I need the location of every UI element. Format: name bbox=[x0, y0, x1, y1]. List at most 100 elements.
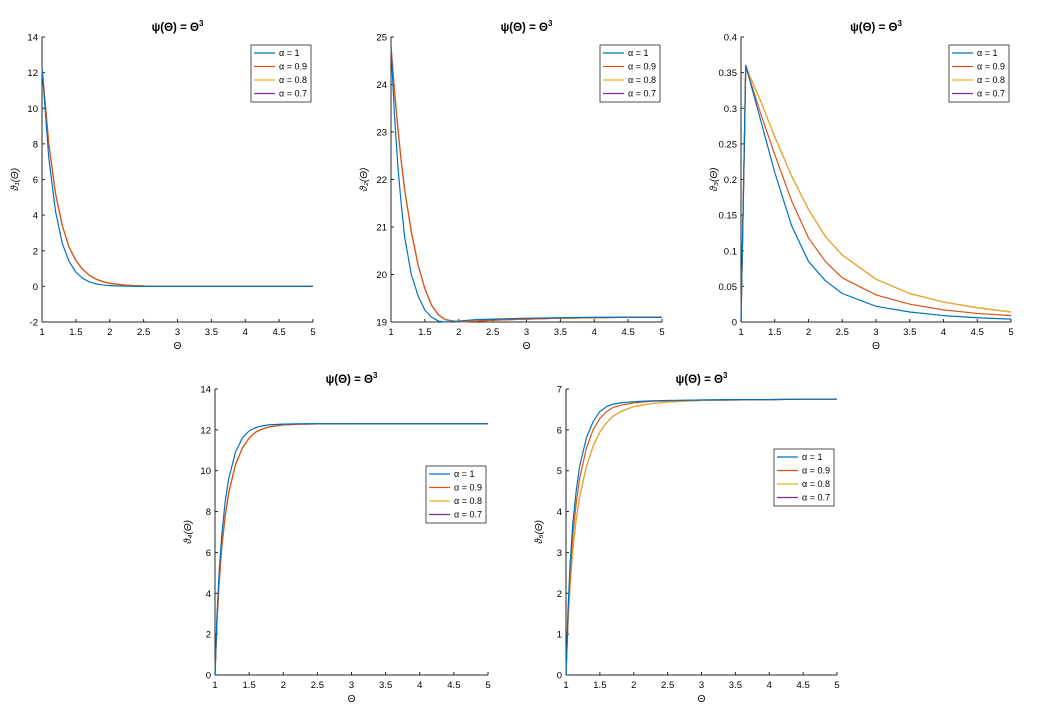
x-tick-label: 2 bbox=[631, 680, 636, 691]
legend-box bbox=[425, 465, 487, 524]
series-line-4 bbox=[214, 423, 488, 676]
x-tick-label: 3 bbox=[175, 327, 180, 338]
legend-label: α = 0.7 bbox=[279, 89, 307, 99]
y-tick-label: 3 bbox=[557, 548, 562, 559]
x-tick-label: 2 bbox=[806, 327, 811, 338]
x-tick-label: 5 bbox=[485, 680, 490, 691]
series-line-1 bbox=[565, 398, 837, 676]
x-axis-label: Θ bbox=[348, 694, 356, 705]
legend-label: α = 0.7 bbox=[802, 493, 830, 503]
legend-label: α = 0.9 bbox=[802, 466, 830, 476]
legend-box bbox=[599, 44, 661, 103]
chart-title-main: ψ(Θ) = Θ bbox=[676, 374, 723, 386]
y-tick-label: 24 bbox=[376, 80, 387, 91]
chart-title: ψ(Θ) = Θ3 bbox=[676, 371, 728, 386]
y-axis-label: ϑ₃(Θ) bbox=[709, 168, 720, 192]
chart-panel-3: 1 1.5 2 2.5 3 3.5 4 4.5 5 0 0.05 0.1 0.15 0.2 0.25 0.3 0… bbox=[709, 19, 1014, 352]
y-tick-label: 0 bbox=[732, 318, 737, 329]
y-tick-label: -2 bbox=[30, 318, 38, 329]
legend-label: α = 1 bbox=[454, 469, 474, 479]
y-tick-label: 8 bbox=[206, 507, 211, 518]
y-axis-label: ϑ₁(Θ) bbox=[10, 168, 21, 191]
y-tick-label: 8 bbox=[33, 139, 38, 150]
chart-title-exponent: 3 bbox=[373, 371, 378, 380]
x-axis-label: Θ bbox=[174, 341, 182, 352]
x-tick-label: 2 bbox=[456, 327, 461, 338]
x-tick-label: 4.5 bbox=[447, 680, 460, 691]
chart-title-exponent: 3 bbox=[723, 371, 728, 380]
y-tick-label: 2 bbox=[33, 246, 38, 257]
x-tick-label: 1 bbox=[39, 327, 44, 338]
x-tick-label: 2.5 bbox=[836, 327, 849, 338]
y-axis-label: ϑ₅(Θ) bbox=[534, 520, 545, 544]
y-tick-label: 5 bbox=[557, 466, 562, 477]
y-tick-label: 4 bbox=[206, 589, 211, 600]
x-tick-label: 2 bbox=[107, 327, 112, 338]
y-tick-label: 0.25 bbox=[719, 139, 738, 150]
chart-title-main: ψ(Θ) = Θ bbox=[501, 22, 548, 34]
x-tick-label: 4.5 bbox=[971, 327, 984, 338]
x-tick-label: 1 bbox=[212, 680, 217, 691]
y-tick-label: 4 bbox=[33, 211, 38, 222]
y-tick-label: 14 bbox=[27, 33, 38, 44]
chart-title-main: ψ(Θ) = Θ bbox=[850, 22, 897, 34]
series-line-1 bbox=[740, 64, 1012, 323]
x-tick-label: 4 bbox=[941, 327, 946, 338]
series-line-2 bbox=[565, 398, 837, 676]
x-tick-label: 3 bbox=[873, 327, 878, 338]
x-tick-label: 3 bbox=[699, 680, 704, 691]
chart-title: ψ(Θ) = Θ3 bbox=[850, 19, 902, 34]
legend-label: α = 0.8 bbox=[802, 479, 830, 489]
legend-label: α = 1 bbox=[977, 48, 997, 58]
y-tick-label: 7 bbox=[557, 385, 562, 396]
chart-title-main: ψ(Θ) = Θ bbox=[152, 22, 199, 34]
x-tick-label: 5 bbox=[1008, 327, 1013, 338]
y-tick-label: 6 bbox=[33, 175, 38, 186]
y-tick-label: 25 bbox=[376, 33, 387, 44]
legend-label: α = 0.8 bbox=[454, 496, 482, 506]
legend-label: α = 0.7 bbox=[454, 510, 482, 520]
legend-label: α = 0.9 bbox=[454, 483, 482, 493]
legend: α = 1 α = 0.9 α = 0.8 α = 0.7 bbox=[773, 448, 835, 507]
legend-label: α = 0.8 bbox=[628, 75, 656, 85]
x-tick-label: 5 bbox=[659, 327, 664, 338]
x-tick-label: 3.5 bbox=[205, 327, 218, 338]
x-tick-label: 4.5 bbox=[273, 327, 286, 338]
y-tick-label: 4 bbox=[557, 507, 562, 518]
chart-title-exponent: 3 bbox=[897, 19, 902, 28]
y-tick-label: 1 bbox=[557, 630, 562, 641]
x-axis-label: Θ bbox=[872, 341, 880, 352]
x-tick-label: 3.5 bbox=[379, 680, 392, 691]
legend-label: α = 0.9 bbox=[628, 62, 656, 72]
x-tick-label: 4.5 bbox=[622, 327, 635, 338]
x-tick-label: 4 bbox=[767, 680, 772, 691]
series-line-1 bbox=[214, 423, 488, 676]
y-tick-label: 19 bbox=[376, 318, 387, 329]
x-tick-label: 5 bbox=[834, 680, 839, 691]
y-tick-label: 12 bbox=[27, 68, 38, 79]
x-tick-label: 1 bbox=[738, 327, 743, 338]
series-line-2 bbox=[214, 423, 488, 676]
legend: α = 1 α = 0.9 α = 0.8 α = 0.7 bbox=[425, 465, 487, 524]
y-tick-label: 10 bbox=[27, 104, 38, 115]
x-tick-label: 3 bbox=[524, 327, 529, 338]
x-tick-label: 4.5 bbox=[797, 680, 810, 691]
y-tick-label: 0.3 bbox=[724, 104, 737, 115]
y-tick-label: 0.1 bbox=[724, 246, 737, 257]
y-tick-label: 14 bbox=[200, 385, 211, 396]
x-axis-label: Θ bbox=[523, 341, 531, 352]
y-tick-label: 20 bbox=[376, 270, 387, 281]
legend-label: α = 0.8 bbox=[279, 75, 307, 85]
y-tick-label: 0.2 bbox=[724, 175, 737, 186]
x-tick-label: 1.5 bbox=[768, 327, 781, 338]
y-axis-label: ϑ₂(Θ) bbox=[359, 168, 370, 192]
x-tick-label: 4 bbox=[243, 327, 248, 338]
y-tick-label: 2 bbox=[206, 630, 211, 641]
legend-label: α = 0.7 bbox=[977, 89, 1005, 99]
x-tick-label: 2 bbox=[281, 680, 286, 691]
chart-title: ψ(Θ) = Θ3 bbox=[152, 19, 204, 34]
x-tick-label: 3 bbox=[349, 680, 354, 691]
x-tick-label: 4 bbox=[417, 680, 422, 691]
x-tick-label: 1 bbox=[563, 680, 568, 691]
